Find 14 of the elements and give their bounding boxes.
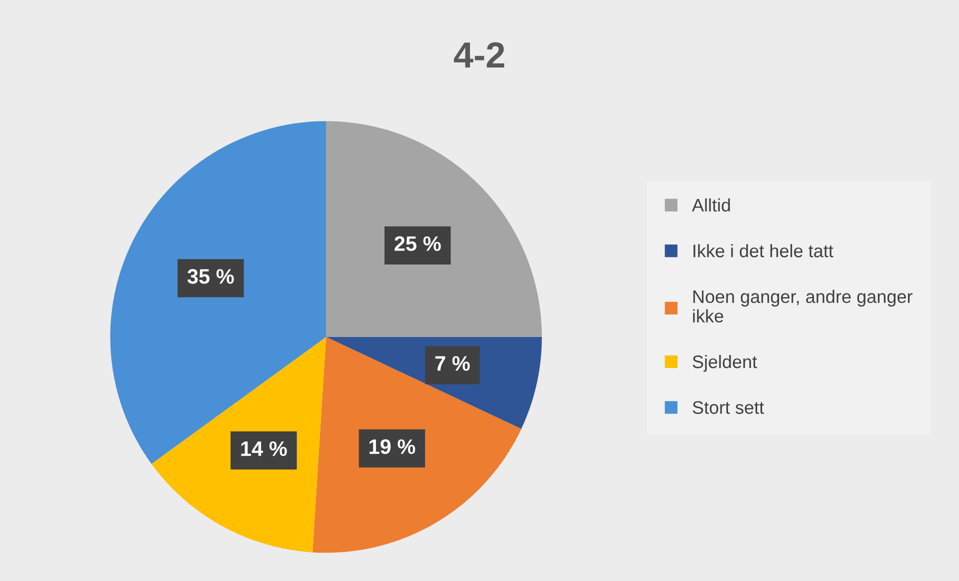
data-label: 19 % bbox=[370, 439, 416, 454]
legend-label: Alltid bbox=[692, 198, 730, 212]
legend-label: Sjeldent bbox=[692, 354, 758, 372]
data-label: 14 % bbox=[241, 441, 287, 456]
pie-slice bbox=[110, 121, 326, 464]
pie-slice bbox=[312, 336, 522, 553]
data-label: 25 % bbox=[394, 236, 441, 252]
legend-label: Noen ganger, andre ganger ikke bbox=[693, 290, 912, 322]
data-label: 7 % bbox=[435, 356, 470, 371]
legend-label: Ikke i det hele tatt bbox=[694, 244, 834, 258]
chart-title: 4-2 bbox=[454, 42, 504, 68]
pie-slice bbox=[326, 121, 542, 337]
legend-label: Stort sett bbox=[692, 401, 764, 414]
data-label: 35 % bbox=[187, 269, 234, 284]
